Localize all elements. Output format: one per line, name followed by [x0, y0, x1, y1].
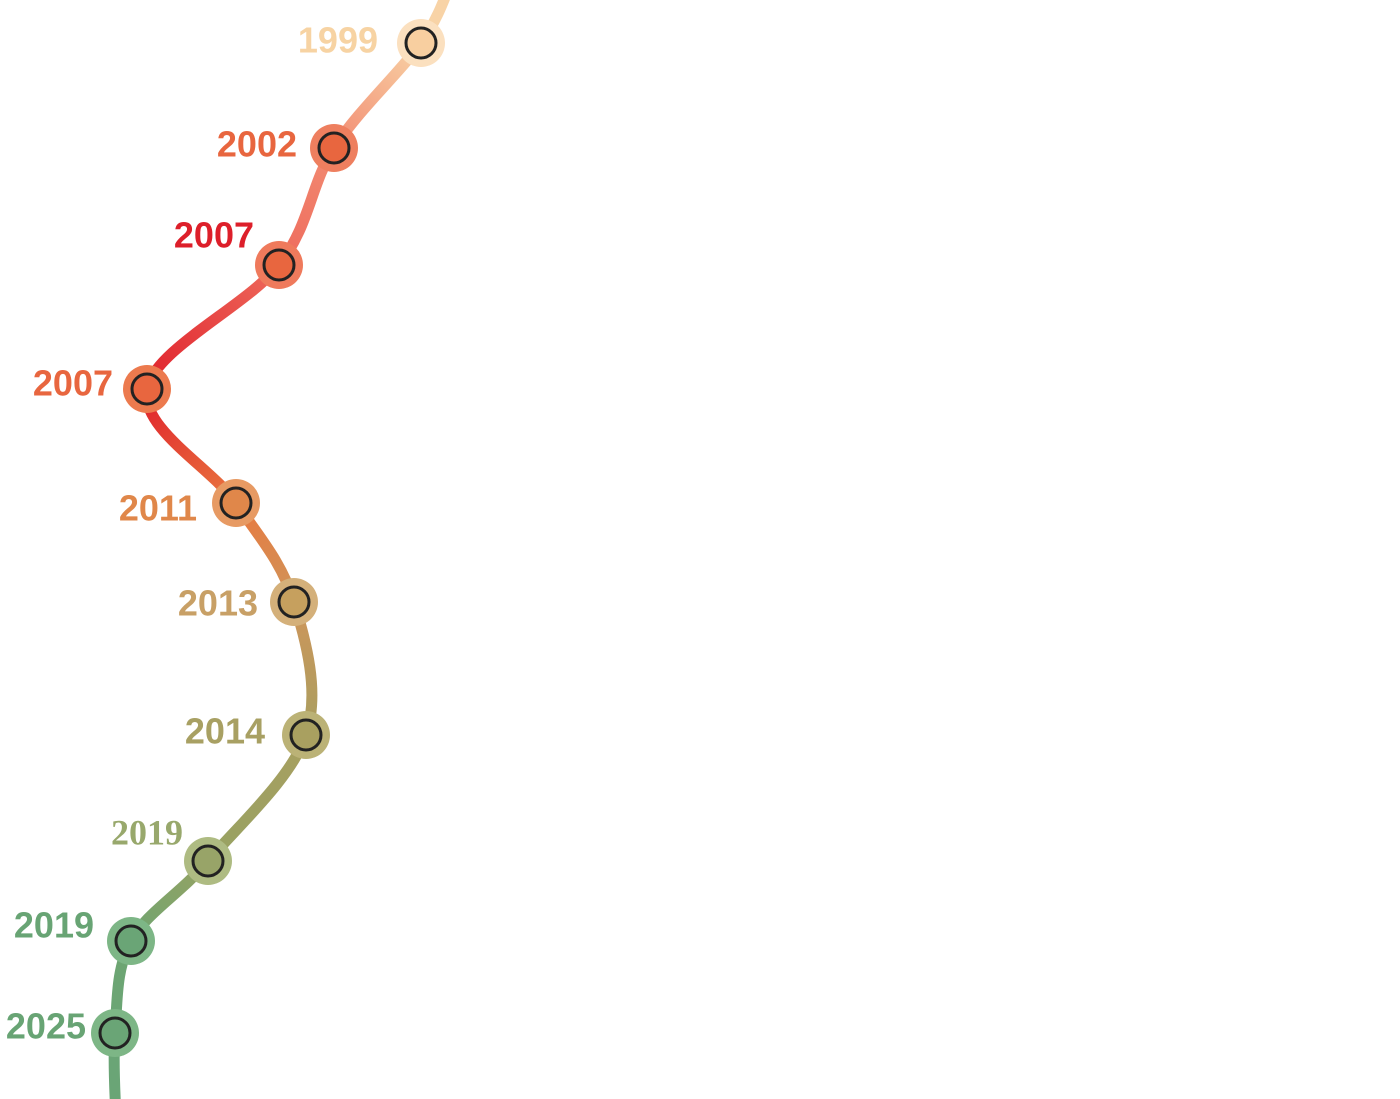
timeline-path: [108, 0, 450, 1099]
node: [277, 585, 311, 619]
timeline-nodes: 1999 2002 2007 2007 2011 2013 2014 2019 2019 2025: [6, 19, 445, 1057]
node-label: 2019: [14, 905, 94, 946]
node: [130, 372, 164, 406]
node-label: 2011: [119, 488, 197, 529]
node: [262, 248, 296, 282]
node: [114, 924, 148, 958]
node: [289, 718, 323, 752]
node-label: 2025: [6, 1006, 86, 1047]
node-label: 2013: [178, 583, 258, 624]
node-label: 2007: [174, 215, 254, 256]
node: [219, 486, 253, 520]
node-label: 1999: [298, 20, 378, 61]
node-label: 2007: [33, 363, 113, 404]
path-segment: [141, 259, 285, 395]
node-label: 2019: [111, 812, 183, 852]
node-label: 2014: [185, 711, 265, 752]
node: [98, 1016, 132, 1050]
node: [191, 844, 225, 878]
node: [404, 26, 438, 60]
node: [317, 131, 351, 165]
node-label: 2002: [217, 124, 297, 165]
